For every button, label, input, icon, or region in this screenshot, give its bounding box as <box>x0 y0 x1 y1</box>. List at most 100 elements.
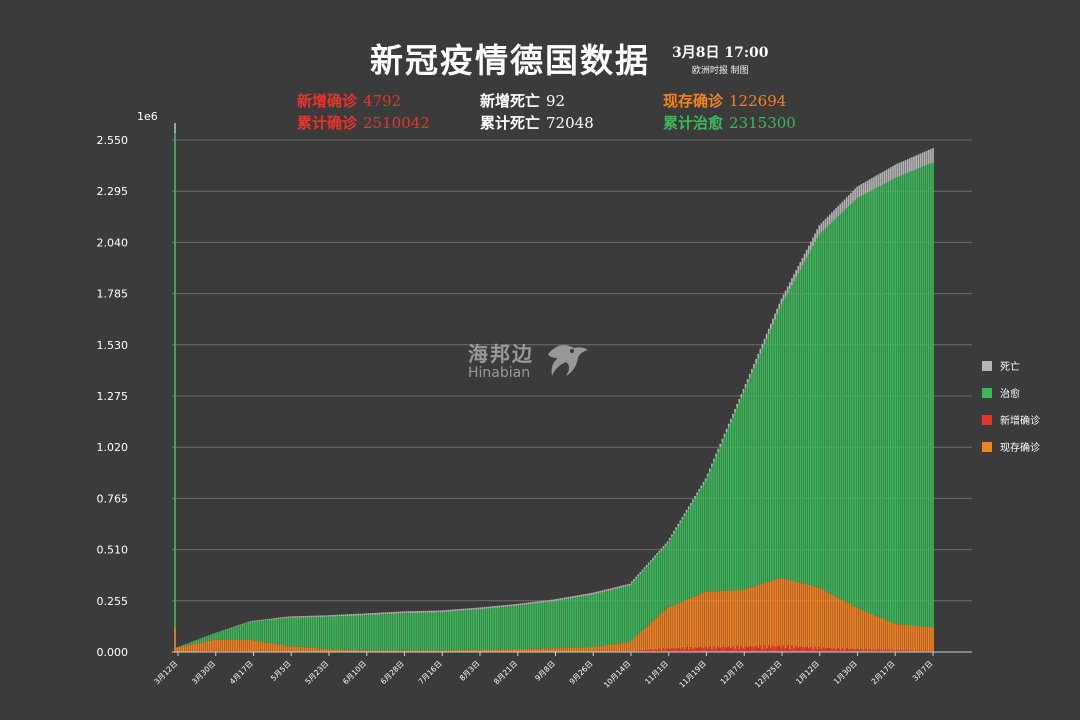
bar-recovered <box>885 182 888 621</box>
bar-active <box>449 650 452 652</box>
bar-new-confirmed <box>890 650 892 652</box>
bar-active <box>816 587 819 652</box>
bar-active <box>502 649 505 652</box>
bar-recovered <box>466 610 469 650</box>
bar-death <box>692 499 694 503</box>
bar-active <box>317 648 320 652</box>
bar-death <box>711 463 713 467</box>
bar-active <box>464 649 467 652</box>
bar-active <box>580 647 583 652</box>
bar-death <box>713 458 715 462</box>
bar-active <box>835 596 837 652</box>
bar-active <box>344 649 347 652</box>
bar-recovered <box>759 353 762 585</box>
stat-active-label: 现存确诊 <box>663 92 724 110</box>
bar-active <box>736 590 739 652</box>
bar-death <box>885 169 888 183</box>
bar-active <box>586 647 589 652</box>
bar-active <box>279 644 282 652</box>
bar-new-confirmed <box>854 649 856 652</box>
y-tick-label: 0.000 <box>97 646 129 659</box>
bar-death <box>376 612 378 615</box>
date-time: 3月8日 17:00 <box>672 45 769 61</box>
bar-active <box>346 649 349 652</box>
bar-active <box>443 650 446 652</box>
bar-death <box>601 590 604 593</box>
bar-recovered <box>820 232 823 589</box>
bar-death <box>466 608 469 611</box>
bar-active <box>542 648 545 652</box>
bar-recovered <box>854 200 856 607</box>
bar-active <box>222 639 225 652</box>
bar-death <box>570 596 572 599</box>
bar-active <box>915 625 917 652</box>
bar-death <box>786 286 789 293</box>
bar-new-confirmed <box>805 646 808 652</box>
bar-death <box>311 615 313 618</box>
bar-active <box>925 626 928 652</box>
bar-active <box>601 645 604 652</box>
bar-active <box>761 583 764 652</box>
bar-death <box>860 184 863 196</box>
bar-active <box>803 583 806 652</box>
bar-active <box>837 597 840 652</box>
bar-active <box>873 614 875 652</box>
bar-death <box>506 604 509 607</box>
bar-death <box>279 617 282 619</box>
bar-recovered <box>197 639 200 644</box>
bar-active <box>327 649 330 652</box>
bar-death <box>471 608 473 610</box>
bar-new-confirmed <box>856 648 859 652</box>
y-tick-label: 2.550 <box>97 134 129 147</box>
bar-active <box>523 648 526 652</box>
bar-recovered <box>690 505 692 599</box>
bar-active <box>645 626 648 652</box>
bar-new-confirmed <box>218 650 221 652</box>
bar-new-confirmed <box>786 645 789 652</box>
bar-active <box>513 649 515 652</box>
bar-active <box>706 591 709 652</box>
bar-death <box>650 560 652 563</box>
bar-recovered <box>323 616 326 649</box>
bar-death <box>407 611 410 614</box>
bar-active <box>401 650 404 652</box>
bar-death <box>485 606 488 609</box>
bar-new-confirmed <box>871 650 873 652</box>
bar-recovered <box>199 638 202 643</box>
bar-active <box>902 624 905 652</box>
bar-active <box>841 600 844 652</box>
bar-recovered <box>226 629 229 640</box>
bar-recovered <box>708 471 711 592</box>
bar-death <box>302 615 305 618</box>
bar-recovered <box>698 491 701 595</box>
bar-death <box>744 383 747 389</box>
bar-active <box>671 606 673 652</box>
bar-active <box>719 590 722 652</box>
bar-death <box>237 625 240 626</box>
bar-active <box>529 648 532 652</box>
bar-active <box>483 649 486 652</box>
bar-death <box>748 373 751 379</box>
bar-recovered <box>586 595 589 648</box>
bar-active <box>521 648 524 652</box>
bar-death <box>342 614 345 617</box>
bar-death <box>727 423 730 428</box>
bar-death <box>325 615 328 617</box>
bar-recovered <box>805 257 808 585</box>
bar-active <box>260 641 263 652</box>
bar-active <box>292 646 294 652</box>
bar-active <box>494 649 496 652</box>
bar-recovered <box>447 611 450 651</box>
bar-active <box>770 581 772 652</box>
bar-active <box>268 642 271 652</box>
credit: 欧洲时报 制图 <box>691 66 749 76</box>
legend-item-new: 新增确诊 <box>982 406 1040 433</box>
bar-active <box>647 624 650 652</box>
bar-death <box>521 603 524 606</box>
bar-active <box>563 647 566 652</box>
bar-recovered <box>418 612 421 651</box>
bar-recovered <box>687 508 690 599</box>
bar-active <box>700 593 703 652</box>
bar-recovered <box>191 641 193 645</box>
bar-active <box>435 650 437 652</box>
